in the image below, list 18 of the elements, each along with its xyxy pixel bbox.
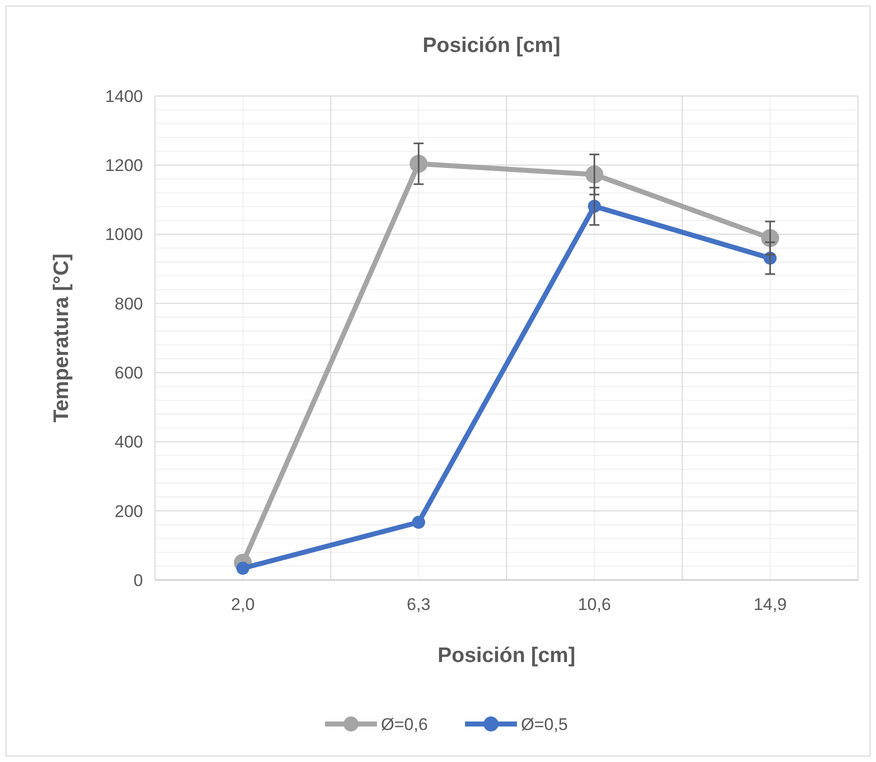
- x-axis-title: Posición [cm]: [438, 644, 576, 667]
- y-tick-label: 0: [134, 570, 143, 590]
- x-tick-label: 10,6: [578, 595, 611, 614]
- y-tick-label: 1000: [105, 225, 143, 244]
- legend-label: Ø=0,5: [521, 714, 568, 734]
- y-tick-label: 1400: [105, 86, 143, 106]
- chart-title: Posición [cm]: [422, 34, 560, 57]
- y-tick-label: 400: [114, 432, 143, 452]
- point: [412, 516, 426, 529]
- x-tick-label: 2,0: [231, 595, 255, 614]
- legend-label: Ø=0,6: [381, 714, 428, 734]
- x-tick-label: 6,3: [406, 595, 430, 614]
- y-tick-label: 200: [114, 502, 143, 521]
- x-tick-label: 14,9: [754, 595, 787, 614]
- y-axis-title: Temperatura [°C]: [50, 253, 73, 423]
- y-tick-label: 1200: [105, 156, 143, 176]
- y-tick-label: 600: [114, 364, 143, 383]
- y-tick-label: 800: [114, 294, 143, 314]
